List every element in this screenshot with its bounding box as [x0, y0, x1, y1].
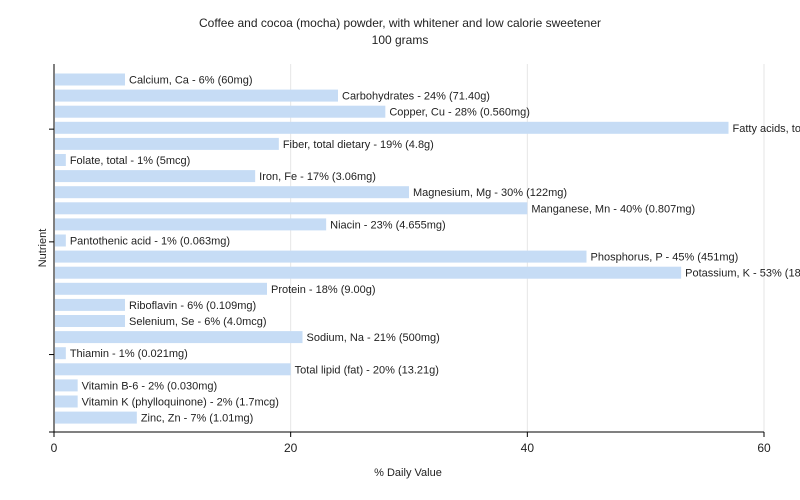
bar-0 — [55, 73, 125, 86]
bar-label-0: Calcium, Ca - 6% (60mg) — [129, 75, 252, 87]
bar-label-7: Magnesium, Mg - 30% (122mg) — [413, 187, 567, 199]
bar-12 — [55, 266, 682, 279]
bar-17 — [55, 347, 66, 360]
bar-label-10: Pantothenic acid - 1% (0.063mg) — [70, 236, 230, 248]
bar-13 — [55, 282, 267, 295]
x-tick-label-0: 0 — [51, 441, 58, 455]
bars-group: Calcium, Ca - 6% (60mg) Carbohydrates - 2… — [55, 73, 800, 425]
bar-5 — [55, 154, 66, 166]
bar-2 — [55, 105, 386, 118]
y-axis-label: Nutrient — [37, 229, 49, 268]
bar-label-13: Protein - 18% (9.00g) — [271, 284, 376, 296]
bar-8 — [55, 202, 528, 215]
x-tick-label-3: 60 — [757, 441, 771, 455]
bar-21 — [55, 411, 137, 424]
bar-label-12: Potassium, K - 53% (1856mg) — [685, 268, 800, 280]
bar-9 — [55, 218, 327, 231]
bar-label-3: Fatty acids, total saturated - 57% (11.3… — [733, 123, 800, 135]
bar-10 — [55, 234, 66, 247]
bar-label-11: Phosphorus, P - 45% (451mg) — [591, 252, 739, 264]
bar-label-5: Folate, total - 1% (5mcg) — [70, 155, 190, 167]
bar-3 — [55, 121, 729, 134]
bar-label-15: Selenium, Se - 6% (4.0mcg) — [129, 316, 267, 328]
x-tick-label-1: 20 — [284, 441, 298, 455]
bar-15 — [55, 315, 125, 327]
bar-14 — [55, 298, 125, 311]
x-tick-label-2: 40 — [521, 441, 535, 455]
grid-lines — [290, 64, 765, 432]
bar-20 — [55, 395, 78, 408]
bar-label-9: Niacin - 23% (4.655mg) — [330, 219, 446, 231]
bar-label-2: Copper, Cu - 28% (0.560mg) — [389, 107, 530, 119]
chart-subtitle: 100 grams — [372, 33, 429, 47]
bar-label-4: Fiber, total dietary - 19% (4.8g) — [283, 139, 434, 151]
bar-4 — [55, 137, 279, 150]
x-axis-label: % Daily Value — [374, 467, 442, 479]
bar-label-17: Thiamin - 1% (0.021mg) — [70, 348, 188, 360]
bar-label-19: Vitamin B-6 - 2% (0.030mg) — [82, 380, 218, 392]
bar-6 — [55, 170, 256, 183]
axes-group: 0 20 40 60 — [49, 64, 771, 455]
bar-label-14: Riboflavin - 6% (0.109mg) — [129, 300, 256, 312]
bar-label-21: Zinc, Zn - 7% (1.01mg) — [141, 413, 253, 425]
bar-19 — [55, 379, 78, 392]
bar-11 — [55, 250, 587, 263]
bar-label-1: Carbohydrates - 24% (71.40g) — [342, 91, 490, 103]
bar-7 — [55, 186, 409, 199]
chart-title: Coffee and cocoa (mocha) powder, with wh… — [199, 16, 601, 30]
bar-1 — [55, 89, 338, 102]
bar-label-18: Total lipid (fat) - 20% (13.21g) — [295, 364, 439, 376]
bar-label-8: Manganese, Mn - 40% (0.807mg) — [531, 203, 695, 215]
bar-16 — [55, 331, 303, 344]
bar-label-16: Sodium, Na - 21% (500mg) — [307, 332, 440, 344]
bar-18 — [55, 363, 291, 376]
bar-label-20: Vitamin K (phylloquinone) - 2% (1.7mcg) — [82, 397, 279, 409]
bar-label-6: Iron, Fe - 17% (3.06mg) — [259, 171, 376, 183]
